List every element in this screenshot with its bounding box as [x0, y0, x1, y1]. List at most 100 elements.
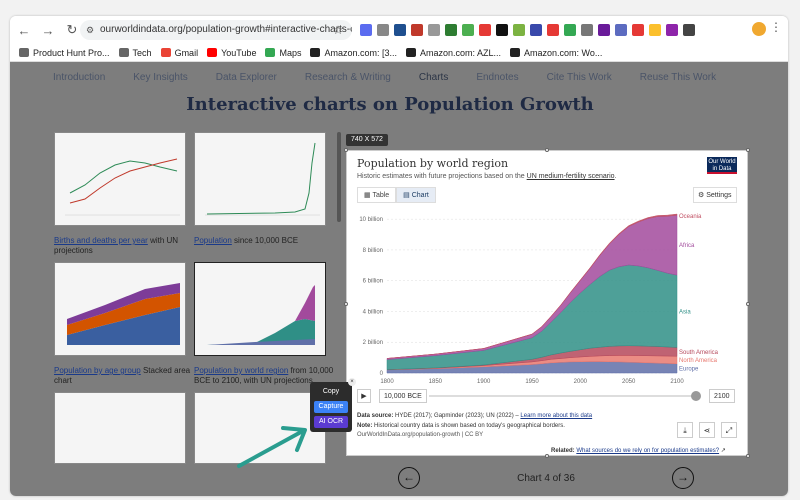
close-icon[interactable]: × [348, 378, 356, 386]
nav-item-introduction[interactable]: Introduction [53, 71, 106, 83]
extension-icon[interactable] [666, 24, 678, 36]
selection-handle[interactable] [545, 148, 549, 152]
thumb-caption-link[interactable]: Population [194, 236, 232, 245]
timeline-end[interactable]: 2100 [709, 389, 735, 403]
thumb-caption-births-deaths[interactable]: Births and deaths per year with UN proje… [54, 236, 194, 256]
nav-item-charts[interactable]: Charts [418, 71, 449, 83]
extension-icon[interactable] [394, 24, 406, 36]
selection-handle[interactable] [746, 148, 750, 152]
extension-icon[interactable] [598, 24, 610, 36]
view-tabs: ▦ Table ▤ Chart [357, 187, 436, 203]
bookmark-item[interactable]: Amazon.com: Wo... [510, 48, 602, 58]
legend-label[interactable]: Oceania [679, 214, 702, 220]
timeline-track[interactable] [429, 395, 695, 397]
prev-chart-button[interactable]: ← [398, 467, 420, 489]
area-series-oceania[interactable] [386, 213, 678, 359]
thumb-chart-image [207, 285, 315, 345]
timeline-handle[interactable] [691, 391, 701, 401]
settings-button[interactable]: ⚙ Settings [693, 187, 737, 203]
scrollbar-thumb[interactable] [337, 132, 341, 222]
extension-icon[interactable] [632, 24, 644, 36]
extension-icon[interactable] [615, 24, 627, 36]
nav-item-data-explorer[interactable]: Data Explorer [215, 71, 277, 83]
related-link-text[interactable]: What sources do we rely on for populatio… [576, 448, 720, 454]
profile-avatar[interactable] [752, 22, 766, 36]
thumb-population[interactable] [194, 132, 326, 226]
extension-icon[interactable] [445, 24, 457, 36]
selection-handle[interactable] [344, 148, 348, 152]
nav-item-endnotes[interactable]: Endnotes [476, 71, 519, 83]
bookmark-item[interactable]: Product Hunt Pro... [19, 48, 110, 58]
extension-icon[interactable] [462, 24, 474, 36]
nav-item-reuse-this-work[interactable]: Reuse This Work [639, 71, 717, 83]
thumb-caption-link[interactable]: Births and deaths per year [54, 236, 148, 245]
bookmark-item[interactable]: Amazon.com: [3... [310, 48, 397, 58]
bookmark-item[interactable]: Gmail [160, 48, 198, 58]
next-chart-button[interactable]: → [672, 467, 694, 489]
settings-label: Settings [706, 192, 732, 199]
extension-icon[interactable] [428, 24, 440, 36]
thumb-world-region[interactable] [194, 262, 326, 356]
back-icon[interactable]: ← [17, 22, 31, 38]
extension-icon[interactable] [479, 24, 491, 36]
thumb-growth-rate[interactable] [54, 392, 186, 464]
thumb-caption-age-group[interactable]: Population by age group Stacked area cha… [54, 366, 194, 386]
nav-item-key-insights[interactable]: Key Insights [133, 71, 188, 83]
extension-icon[interactable] [649, 24, 661, 36]
copy-button[interactable]: Copy [322, 388, 340, 395]
reload-icon[interactable]: ↻ [66, 22, 78, 37]
legend-label[interactable]: Europe [679, 366, 699, 372]
bookmark-favicon-icon [510, 48, 521, 57]
bookmark-star-icon[interactable]: ☆ [332, 23, 344, 37]
browser-menu-icon[interactable]: ⋮ [770, 20, 782, 34]
thumb-caption-population[interactable]: Population since 10,000 BCE [194, 236, 334, 246]
bookmark-item[interactable]: YouTube [207, 48, 256, 58]
bookmark-item[interactable]: Amazon.com: AZL... [406, 48, 501, 58]
tab-table[interactable]: ▦ Table [357, 187, 397, 203]
capture-button[interactable]: Capture [314, 401, 348, 413]
extension-icon[interactable] [496, 24, 508, 36]
extension-icon[interactable] [683, 24, 695, 36]
fullscreen-icon[interactable]: ⤢ [721, 422, 737, 438]
selection-handle[interactable] [344, 302, 348, 306]
legend-label[interactable]: Africa [679, 243, 695, 249]
bookmark-item[interactable]: Maps [265, 48, 301, 58]
thumb-age-group[interactable] [54, 262, 186, 356]
play-button[interactable]: ▶ [357, 389, 371, 403]
extension-icon[interactable] [411, 24, 423, 36]
chart-subtitle-link[interactable]: UN medium-fertility scenario [526, 173, 615, 180]
legend-label[interactable]: Asia [679, 309, 691, 315]
legend-label[interactable]: South America [679, 350, 719, 356]
thumb-births-deaths[interactable] [54, 132, 186, 226]
legend-label[interactable]: North America [679, 358, 718, 364]
site-info-icon[interactable]: ⚙ [86, 25, 95, 35]
extension-icon[interactable] [513, 24, 525, 36]
selection-handle[interactable] [746, 302, 750, 306]
forward-icon[interactable]: → [41, 22, 55, 38]
selection-handle[interactable] [746, 454, 750, 458]
extension-icon[interactable] [547, 24, 559, 36]
nav-item-cite-this-work[interactable]: Cite This Work [546, 71, 612, 83]
owid-logo[interactable]: Our World in Data [707, 157, 737, 174]
page-content: Introduction Key Insights Data Explorer Res… [10, 62, 788, 496]
timeline-start[interactable]: 10,000 BCE [379, 389, 427, 403]
share-icon[interactable]: ⋖ [699, 422, 715, 438]
address-bar[interactable]: ⚙ ourworldindata.org/population-growth#i… [80, 20, 352, 40]
download-icon[interactable]: ⤓ [677, 422, 693, 438]
extension-icon[interactable] [360, 24, 372, 36]
extension-icon[interactable] [377, 24, 389, 36]
ai-ocr-button[interactable]: AI OCR [314, 416, 348, 428]
extension-icon[interactable] [581, 24, 593, 36]
thumb-caption-link[interactable]: Population by age group [54, 366, 141, 375]
thumb-caption-world-region[interactable]: Population by world region from 10,000 B… [194, 366, 334, 386]
bookmark-item[interactable]: Tech [118, 48, 152, 58]
chart-subtitle-text: Historic estimates with future projectio… [357, 173, 527, 180]
extension-icon[interactable] [564, 24, 576, 36]
thumb-caption-link[interactable]: Population by world region [194, 366, 289, 375]
browser-window: ← → ↻ ⚙ ourworldindata.org/population-gr… [10, 16, 788, 496]
extension-icon[interactable] [530, 24, 542, 36]
selection-handle[interactable] [545, 454, 549, 458]
data-source-link[interactable]: Learn more about this data [520, 413, 593, 419]
tab-chart[interactable]: ▤ Chart [396, 187, 436, 203]
nav-item-research-writing[interactable]: Research & Writing [304, 71, 391, 83]
